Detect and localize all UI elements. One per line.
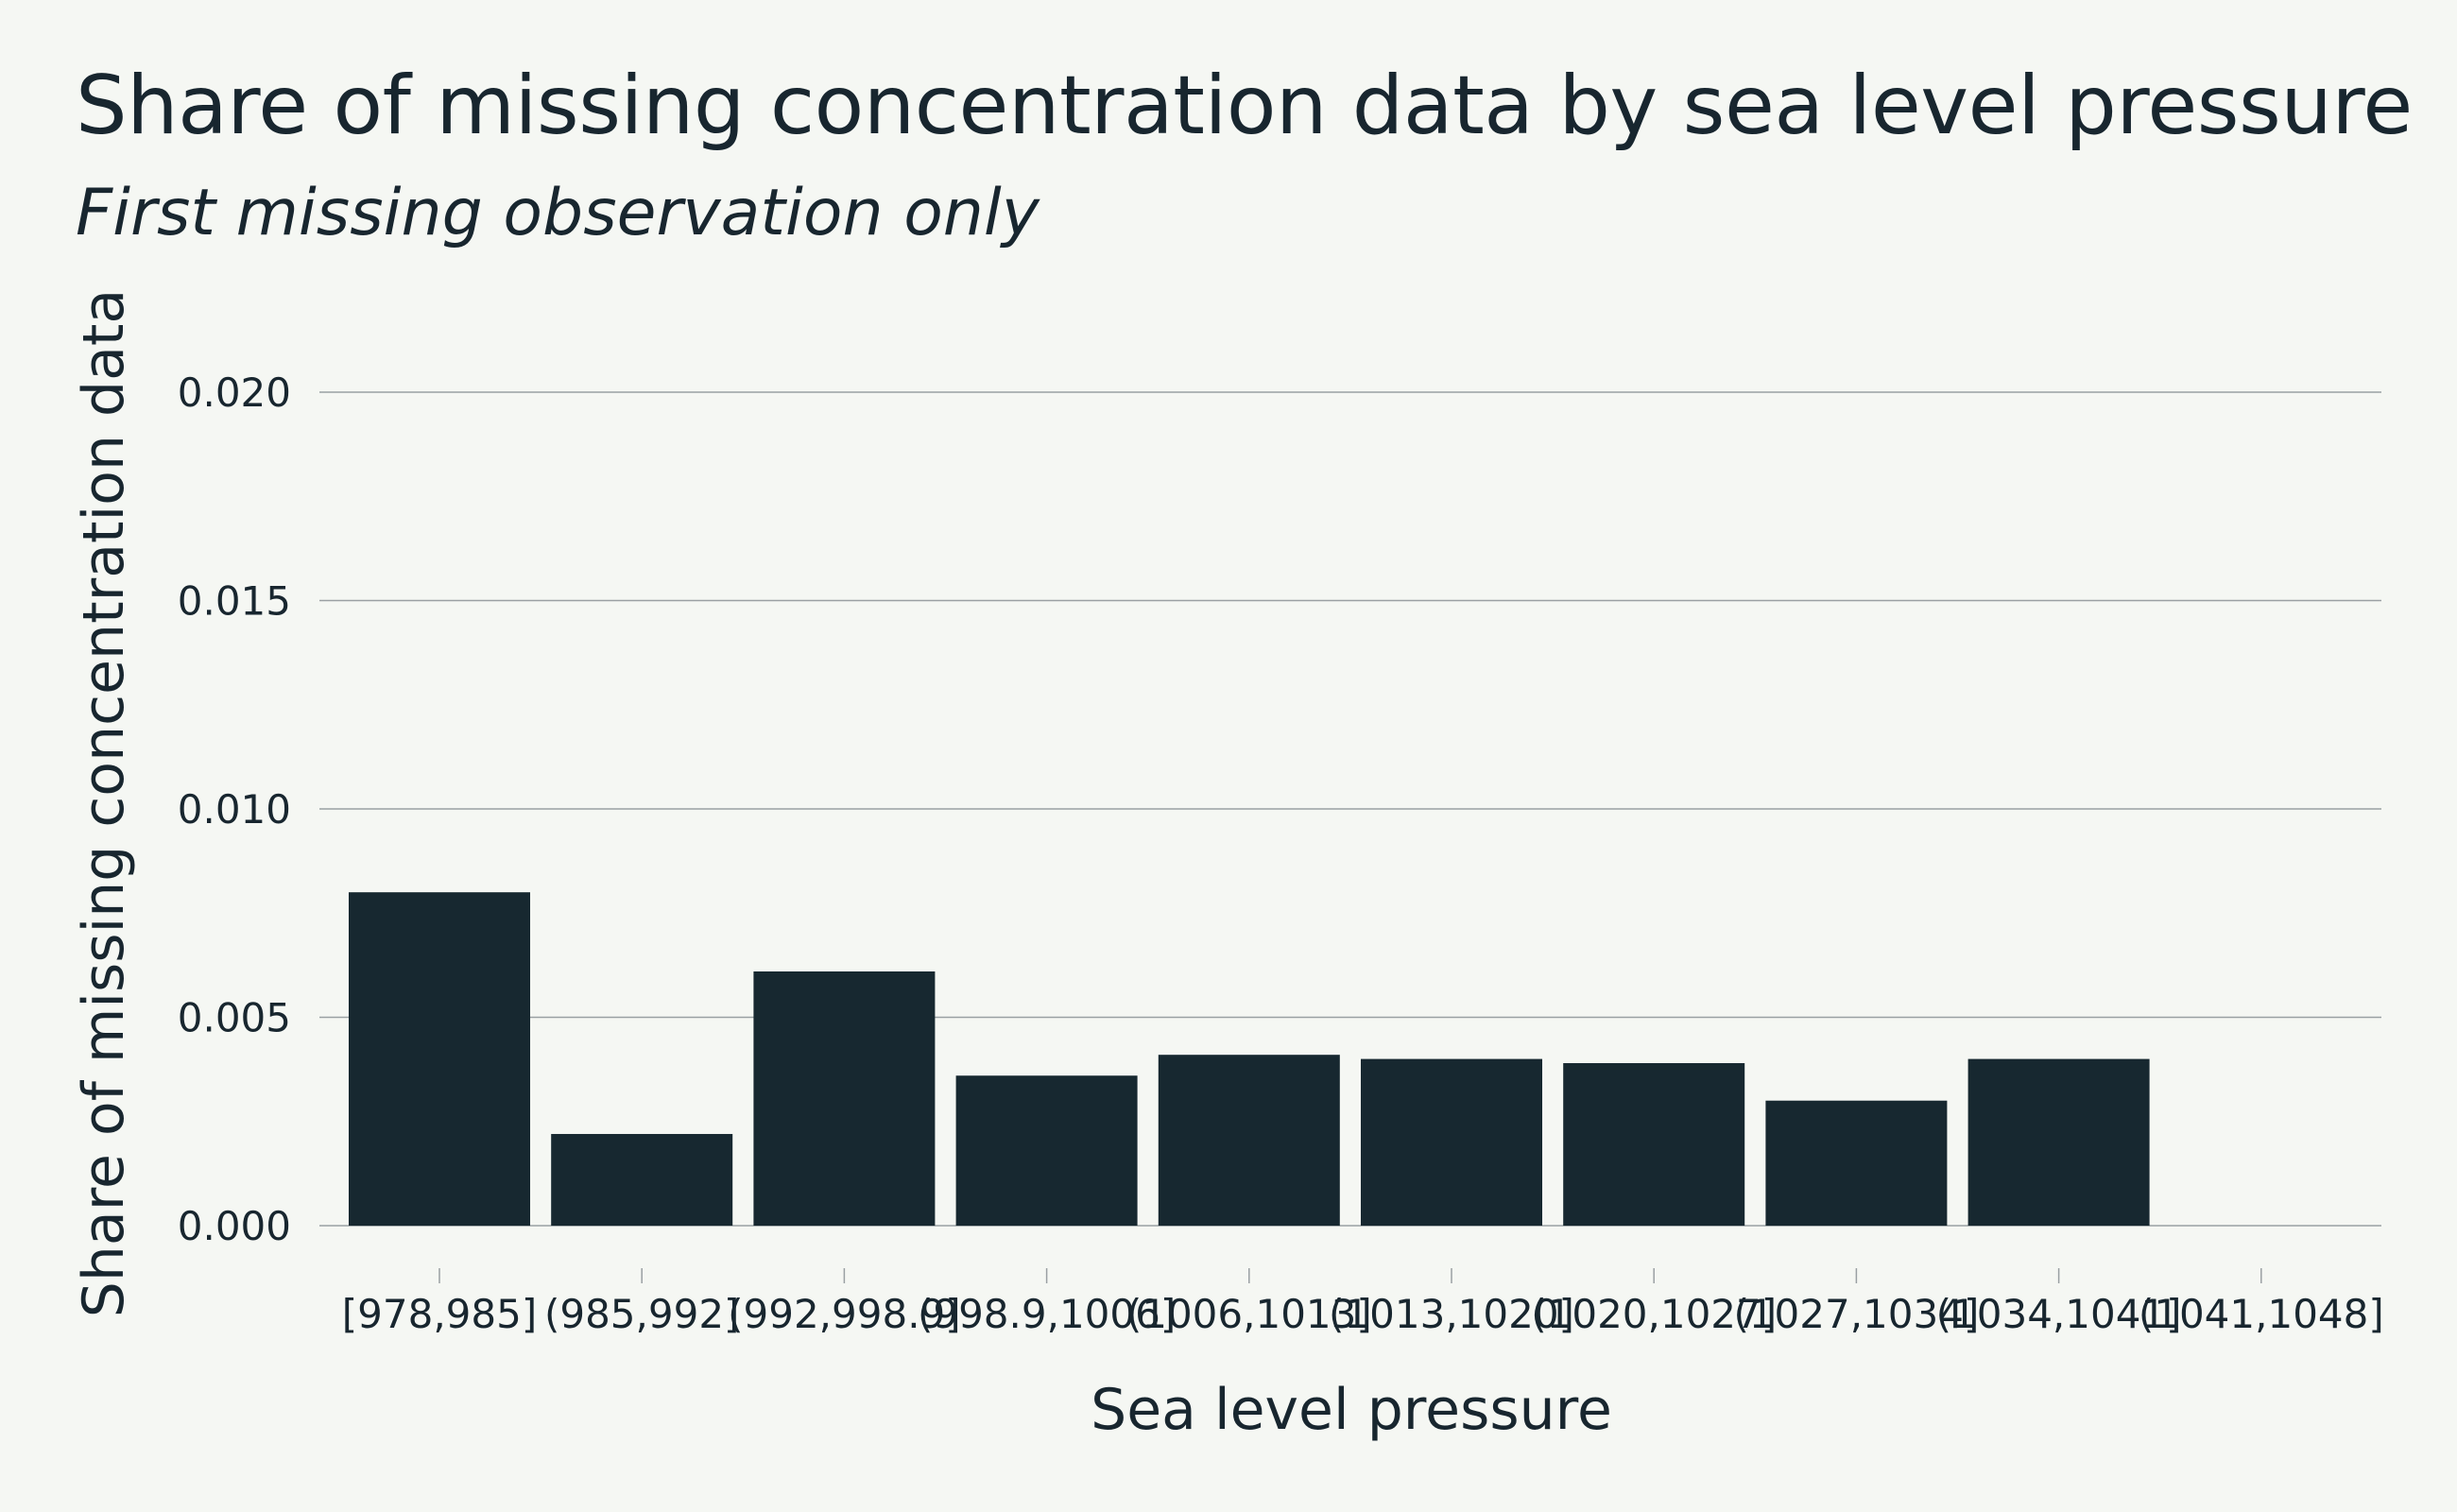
x-tick-label: (998.9,1006] [918,1291,1176,1337]
bar [1158,1055,1340,1226]
x-tick-label: (1041,1048] [2139,1291,2384,1337]
chart-title: Share of missing concentration data by s… [76,59,2413,153]
bar [551,1133,733,1226]
bars [349,892,2150,1226]
x-tick-label: (1020,1027] [1531,1291,1777,1337]
y-tick-label: 0.000 [178,1203,291,1249]
bar [1967,1058,2150,1226]
bar [1765,1100,1948,1226]
y-axis-title: Share of missing concentration data [71,289,137,1317]
bar [1563,1063,1745,1226]
x-tick-label: (992,998.9] [728,1291,961,1337]
x-tick-label: (1013,1020] [1329,1291,1574,1337]
y-tick-label: 0.010 [178,786,291,833]
x-tick-label: (985,992] [544,1291,739,1337]
chart-subtitle: First missing observation only [76,176,1040,250]
bar [349,892,530,1226]
bar [955,1075,1138,1226]
x-tick-label: [978,985] [342,1291,537,1337]
y-tick-label: 0.015 [178,578,291,625]
x-tick-label: (1034,1041] [1936,1291,2182,1337]
x-axis: [978,985] (985,992](992,998.9](998.9,1006… [342,1268,2384,1337]
x-axis-title: Sea level pressure [1091,1377,1612,1443]
bar [753,971,936,1226]
bar [1361,1058,1542,1226]
x-tick-label: (1027,1034] [1733,1291,1979,1337]
y-tick-label: 0.005 [178,995,291,1041]
y-tick-label: 0.020 [178,369,291,416]
x-tick-label: (1006,1013] [1126,1291,1372,1337]
y-axis: 0.000 0.005 0.010 0.015 0.020 [178,369,291,1249]
